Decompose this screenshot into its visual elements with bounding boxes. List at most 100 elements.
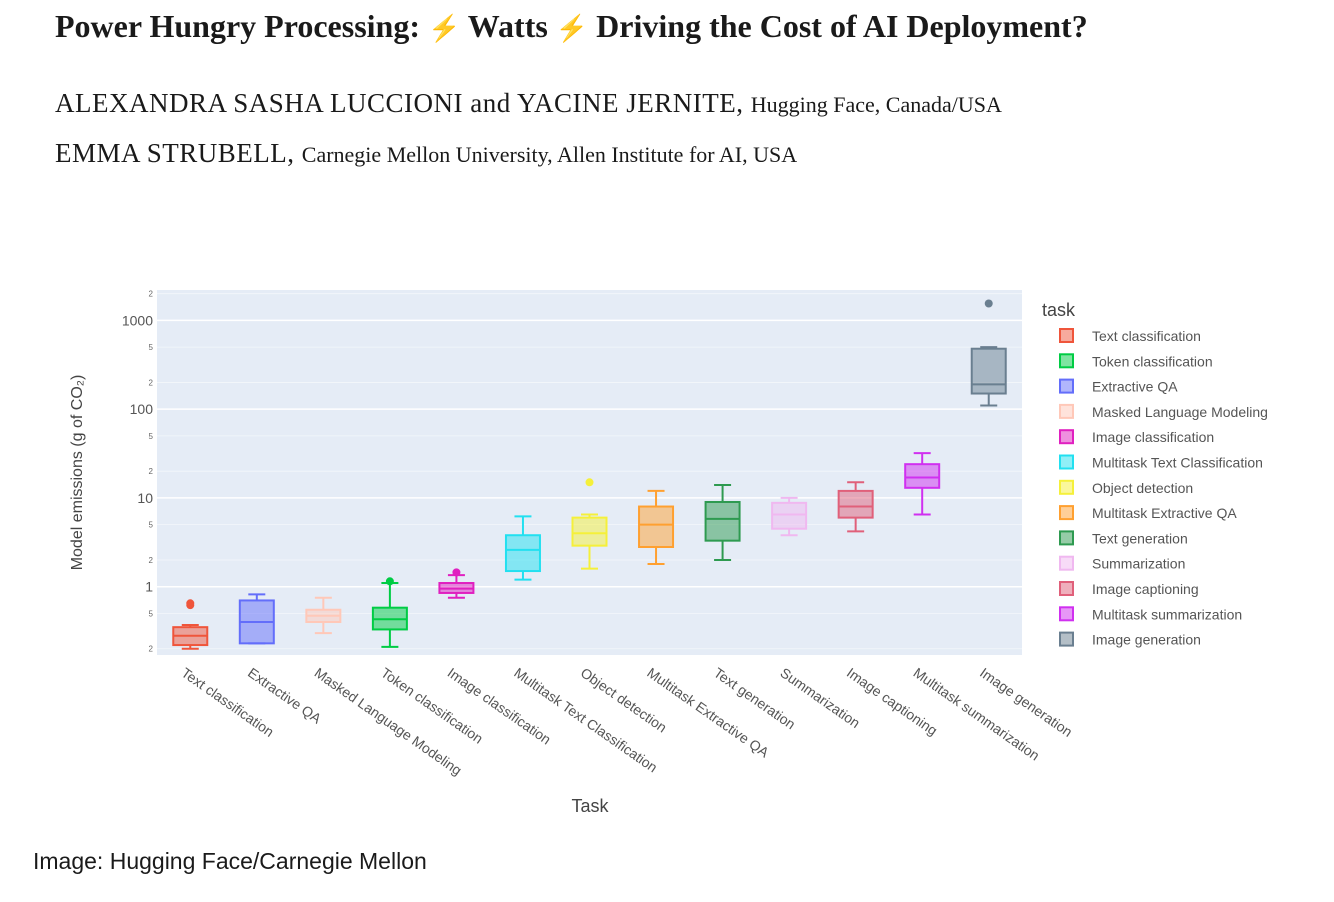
legend-item: Text generation [1059,530,1188,546]
legend-item: Multitask Text Classification [1059,454,1263,471]
box-iqr [771,501,808,530]
legend-item: Object detection [1059,479,1193,496]
box-iqr [704,500,741,542]
box-token-classification [371,577,408,648]
y-minor-tick-label: 2 [149,467,154,476]
legend-item: Multitask Extractive QA [1059,505,1237,521]
legend-label: Multitask Text Classification [1092,455,1263,471]
outlier-point [452,568,461,577]
box-iqr [638,505,675,548]
box-iqr [504,534,541,573]
legend-title: task [1042,300,1076,320]
legend-label: Extractive QA [1092,379,1178,395]
lightning-bolt-icon: ⚡ [428,14,461,43]
legend-label: Token classification [1092,353,1213,369]
title-part-2: Watts [467,8,548,44]
title-part-3: Driving the Cost of AI Deployment? [596,8,1088,44]
y-minor-tick-label: 2 [149,556,154,565]
legend-swatch [1059,328,1074,343]
boxes [172,299,1007,650]
lightning-bolt-icon: ⚡ [555,14,589,43]
box-multitask-extractive-qa [638,489,675,566]
legend-item: Token classification [1059,353,1213,369]
y-minor-tick-label: 2 [149,645,154,654]
legend-swatch [1059,429,1074,445]
legend-label: Text generation [1092,530,1188,546]
authors-line-2: EMMA STRUBELL, Carnegie Mellon Universit… [55,138,797,169]
box-iqr [904,463,941,489]
legend-label: Multitask Extractive QA [1092,505,1237,521]
legend-item: Image classification [1059,429,1214,445]
legend-swatch [1059,403,1074,419]
legend-swatch [1059,631,1074,647]
legend-swatch [1059,505,1074,521]
legend-item: Text classification [1059,328,1201,344]
legend-label: Image classification [1092,429,1214,445]
legend-swatch [1059,555,1074,571]
legend: task Text classification Token classifica… [1042,300,1268,648]
paper-title: Power Hungry Processing: ⚡ Watts ⚡ Drivi… [55,8,1088,45]
legend-label: Object detection [1092,480,1193,496]
box-object-detection [571,478,608,570]
author-affiliation: Carnegie Mellon University, Allen Instit… [301,142,798,167]
y-axis-label: Model emissions (g of CO₂) [69,375,86,571]
box-masked-language-modeling [305,596,342,635]
legend-swatch [1059,353,1074,369]
y-minor-tick-label: 5 [149,343,154,352]
y-minor-tick-label: 2 [149,290,154,299]
outlier-point [186,599,195,608]
x-tick-label: Multitask Extractive QA [644,664,772,760]
box-text-generation [704,483,741,561]
legend-label: Summarization [1092,556,1185,572]
image-caption: Image: Hugging Face/Carnegie Mellon [33,848,427,874]
box-image-classification [438,568,475,599]
legend-label: Multitask summarization [1092,606,1242,622]
x-axis-label: Task [571,796,609,816]
legend-swatch [1059,530,1074,546]
authors-line-1: ALEXANDRA SASHA LUCCIONI and YACINE JERN… [55,88,1002,119]
grid-lines [157,293,1022,650]
author-names: EMMA STRUBELL, [55,138,295,168]
title-part-1: Power Hungry Processing: [55,8,420,44]
author-names: ALEXANDRA SASHA LUCCIONI and YACINE JERN… [55,88,744,118]
legend-item: Image captioning [1059,581,1199,597]
box-multitask-summarization [904,452,941,516]
author-affiliation: Hugging Face, Canada/USA [750,92,1002,117]
legend-item: Image generation [1059,631,1201,648]
legend-label: Text classification [1092,328,1201,344]
legend-swatch [1059,606,1074,622]
legend-item: Summarization [1059,555,1185,572]
box-extractive-qa [238,593,275,645]
box-image-captioning [837,481,874,533]
legend-label: Image captioning [1092,581,1199,597]
legend-swatch [1059,454,1074,470]
x-tick-label: Multitask summarization [910,664,1042,763]
box-iqr [571,516,608,547]
outlier-point [984,299,993,308]
box-iqr [837,489,874,519]
y-axis-ticks: 1 10 100 1000 2 5 2 5 2 5 2 5 2 [122,290,154,654]
box-multitask-text-classification [504,515,541,581]
plot-area [157,290,1022,655]
legend-swatch [1059,378,1074,394]
legend-item: Masked Language Modeling [1059,403,1268,420]
y-minor-tick-label: 2 [149,378,154,387]
box-text-classification [172,599,209,650]
outlier-point [385,577,394,586]
legend-item: Extractive QA [1059,378,1178,395]
y-tick-label: 1000 [122,312,153,328]
legend-swatch [1059,581,1074,596]
box-image-generation [970,299,1007,407]
y-minor-tick-label: 5 [149,521,154,530]
y-tick-label: 1 [145,579,153,595]
outlier-point [585,478,594,487]
box-summarization [771,496,808,537]
y-tick-label: 10 [137,490,153,506]
legend-item: Multitask summarization [1059,606,1242,622]
y-minor-tick-label: 5 [149,609,154,618]
legend-label: Image generation [1092,632,1201,648]
legend-swatch [1059,479,1074,495]
legend-label: Masked Language Modeling [1092,404,1268,420]
